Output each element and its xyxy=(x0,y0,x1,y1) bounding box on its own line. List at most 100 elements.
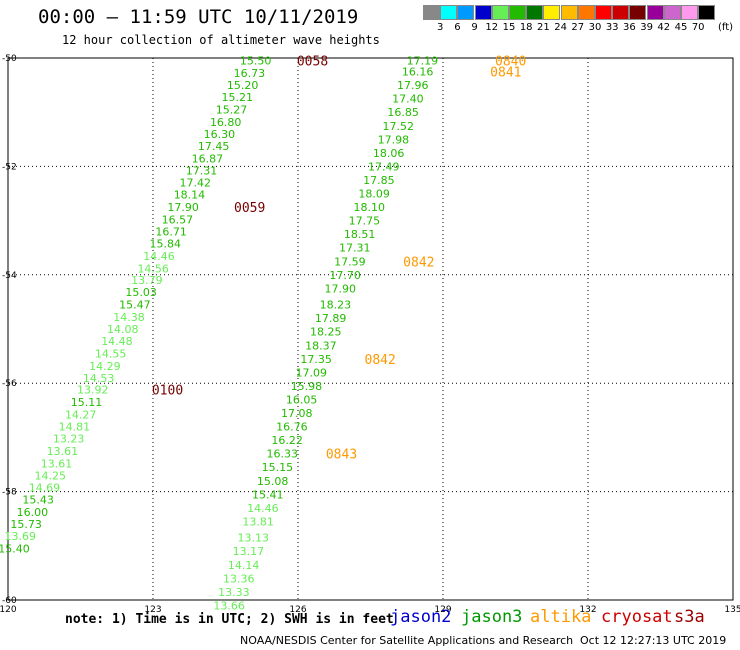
swh-value-cryosat: 14.46 xyxy=(143,250,175,263)
legend-label: 30 xyxy=(588,22,602,33)
legend-swatch xyxy=(698,5,716,20)
swh-value-cryosat: 13.79 xyxy=(131,274,163,287)
swh-value-cryosat: 13.61 xyxy=(47,445,79,458)
swh-value-altika: 18.51 xyxy=(344,228,376,241)
swh-value-cryosat: 13.23 xyxy=(53,432,85,445)
swh-value-altika: 15.15 xyxy=(262,461,294,474)
swh-value-cryosat: 14.81 xyxy=(59,421,91,434)
time-label-altika: 0843 xyxy=(326,448,357,463)
swh-value-altika: 18.06 xyxy=(373,147,405,160)
swh-value-cryosat: 15.20 xyxy=(227,79,259,92)
swh-value-altika: 17.70 xyxy=(329,269,361,282)
time-label-altika: 0842 xyxy=(403,255,434,270)
y-tick-label: -50 xyxy=(2,54,17,64)
plot-frame xyxy=(7,57,734,601)
swh-value-cryosat: 15.43 xyxy=(22,494,54,507)
satellite-jason3: jason3 xyxy=(461,607,523,627)
swh-value-cryosat: 18.14 xyxy=(174,189,206,202)
legend-label: 9 xyxy=(471,22,478,33)
swh-value-cryosat: 16.73 xyxy=(234,67,266,80)
legend-swatch xyxy=(595,5,612,20)
swh-value-altika: 13.13 xyxy=(238,532,270,545)
swh-value-altika: 17.09 xyxy=(296,366,328,379)
satellite-s3a: s3a xyxy=(674,607,705,627)
swh-value-altika: 17.52 xyxy=(383,120,415,133)
swh-value-altika: 15.41 xyxy=(252,488,284,501)
chart-title: 00:00 – 11:59 UTC 10/11/2019 xyxy=(38,6,359,28)
legend-label: 21 xyxy=(537,22,550,33)
legend-label: 12 xyxy=(485,22,499,33)
swh-value-cryosat: 15.03 xyxy=(125,286,157,299)
swh-value-altika: 17.19 xyxy=(407,55,439,68)
x-tick-label: 120 xyxy=(0,605,17,615)
y-tick-label: -60 xyxy=(2,596,17,606)
swh-value-altika: 15.98 xyxy=(291,380,323,393)
swh-value-altika: 13.36 xyxy=(223,572,255,585)
swh-value-cryosat: 14.08 xyxy=(107,323,139,336)
legend-swatch xyxy=(577,5,595,20)
swh-value-altika: 15.08 xyxy=(257,475,289,488)
legend-swatch xyxy=(560,5,578,20)
swh-value-altika: 17.85 xyxy=(363,174,395,187)
swh-value-cryosat: 14.38 xyxy=(113,311,145,324)
legend-unit: (ft) xyxy=(718,22,734,33)
swh-value-cryosat: 15.21 xyxy=(222,91,254,104)
swh-value-altika: 13.33 xyxy=(218,586,250,599)
swh-value-altika: 18.10 xyxy=(354,201,386,214)
legend-swatch xyxy=(509,5,526,20)
swh-value-altika: 14.46 xyxy=(247,502,279,515)
x-tick-label: 126 xyxy=(289,605,306,615)
swh-value-altika: 14.14 xyxy=(228,559,260,572)
swh-value-altika: 17.08 xyxy=(281,407,313,420)
credit-text: NOAA/NESDIS Center for Satellite Applica… xyxy=(240,634,574,647)
swh-value-cryosat: 13.92 xyxy=(77,384,109,397)
legend-swatch xyxy=(491,5,509,20)
swh-value-altika: 13.66 xyxy=(213,599,245,612)
legend-label: 27 xyxy=(571,22,585,33)
legend-swatch xyxy=(423,5,440,20)
swh-value-altika: 17.98 xyxy=(378,133,410,146)
legend-swatch xyxy=(474,5,492,20)
legend-swatch xyxy=(612,5,630,20)
legend-swatch xyxy=(440,5,458,20)
x-tick-label: 132 xyxy=(579,605,596,615)
legend-swatch xyxy=(543,5,561,20)
swh-value-cryosat: 17.31 xyxy=(186,165,218,178)
swh-value-altika: 17.31 xyxy=(339,242,371,255)
legend-label: 42 xyxy=(657,22,671,33)
swh-value-cryosat: 15.50 xyxy=(240,55,272,68)
swh-value-altika: 17.89 xyxy=(315,312,347,325)
legend-label: 24 xyxy=(554,22,567,33)
timestamp-text: Oct 12 12:27:13 UTC 2019 xyxy=(580,634,727,647)
swh-value-altika: 18.23 xyxy=(320,299,352,312)
swh-value-altika: 17.96 xyxy=(397,79,429,92)
swh-value-cryosat: 15.27 xyxy=(216,103,248,116)
legend-swatch xyxy=(646,5,664,20)
swh-value-altika: 16.33 xyxy=(267,448,299,461)
swh-value-altika: 16.85 xyxy=(387,106,419,119)
legend-label: 39 xyxy=(640,22,653,33)
legend-swatch xyxy=(526,5,544,20)
y-tick-label: -54 xyxy=(2,271,17,281)
swh-value-cryosat: 16.80 xyxy=(210,116,242,129)
swh-value-cryosat: 15.73 xyxy=(10,518,42,531)
swh-value-cryosat: 16.71 xyxy=(155,225,187,238)
swh-value-altika: 16.16 xyxy=(402,66,434,79)
swh-value-altika: 18.09 xyxy=(358,188,390,201)
swh-value-altika: 16.05 xyxy=(286,393,318,406)
legend-swatch xyxy=(629,5,647,20)
legend-swatch xyxy=(663,5,681,20)
satellite-altika: altika xyxy=(530,607,592,627)
swh-value-cryosat: 13.61 xyxy=(41,457,73,470)
swh-value-cryosat: 16.00 xyxy=(17,506,49,519)
time-label-altika: 0840 xyxy=(495,55,526,70)
time-label-cryosat: 0100 xyxy=(152,384,183,399)
swh-value-altika: 17.40 xyxy=(392,93,424,106)
swh-value-altika: 17.49 xyxy=(368,160,400,173)
x-tick-label: 123 xyxy=(144,605,161,615)
swh-value-cryosat: 15.11 xyxy=(71,396,103,409)
swh-value-cryosat: 15.47 xyxy=(119,299,151,312)
time-label-altika: 0841 xyxy=(490,66,521,81)
legend-label: 70 xyxy=(691,22,705,33)
y-tick-label: -58 xyxy=(2,488,17,498)
